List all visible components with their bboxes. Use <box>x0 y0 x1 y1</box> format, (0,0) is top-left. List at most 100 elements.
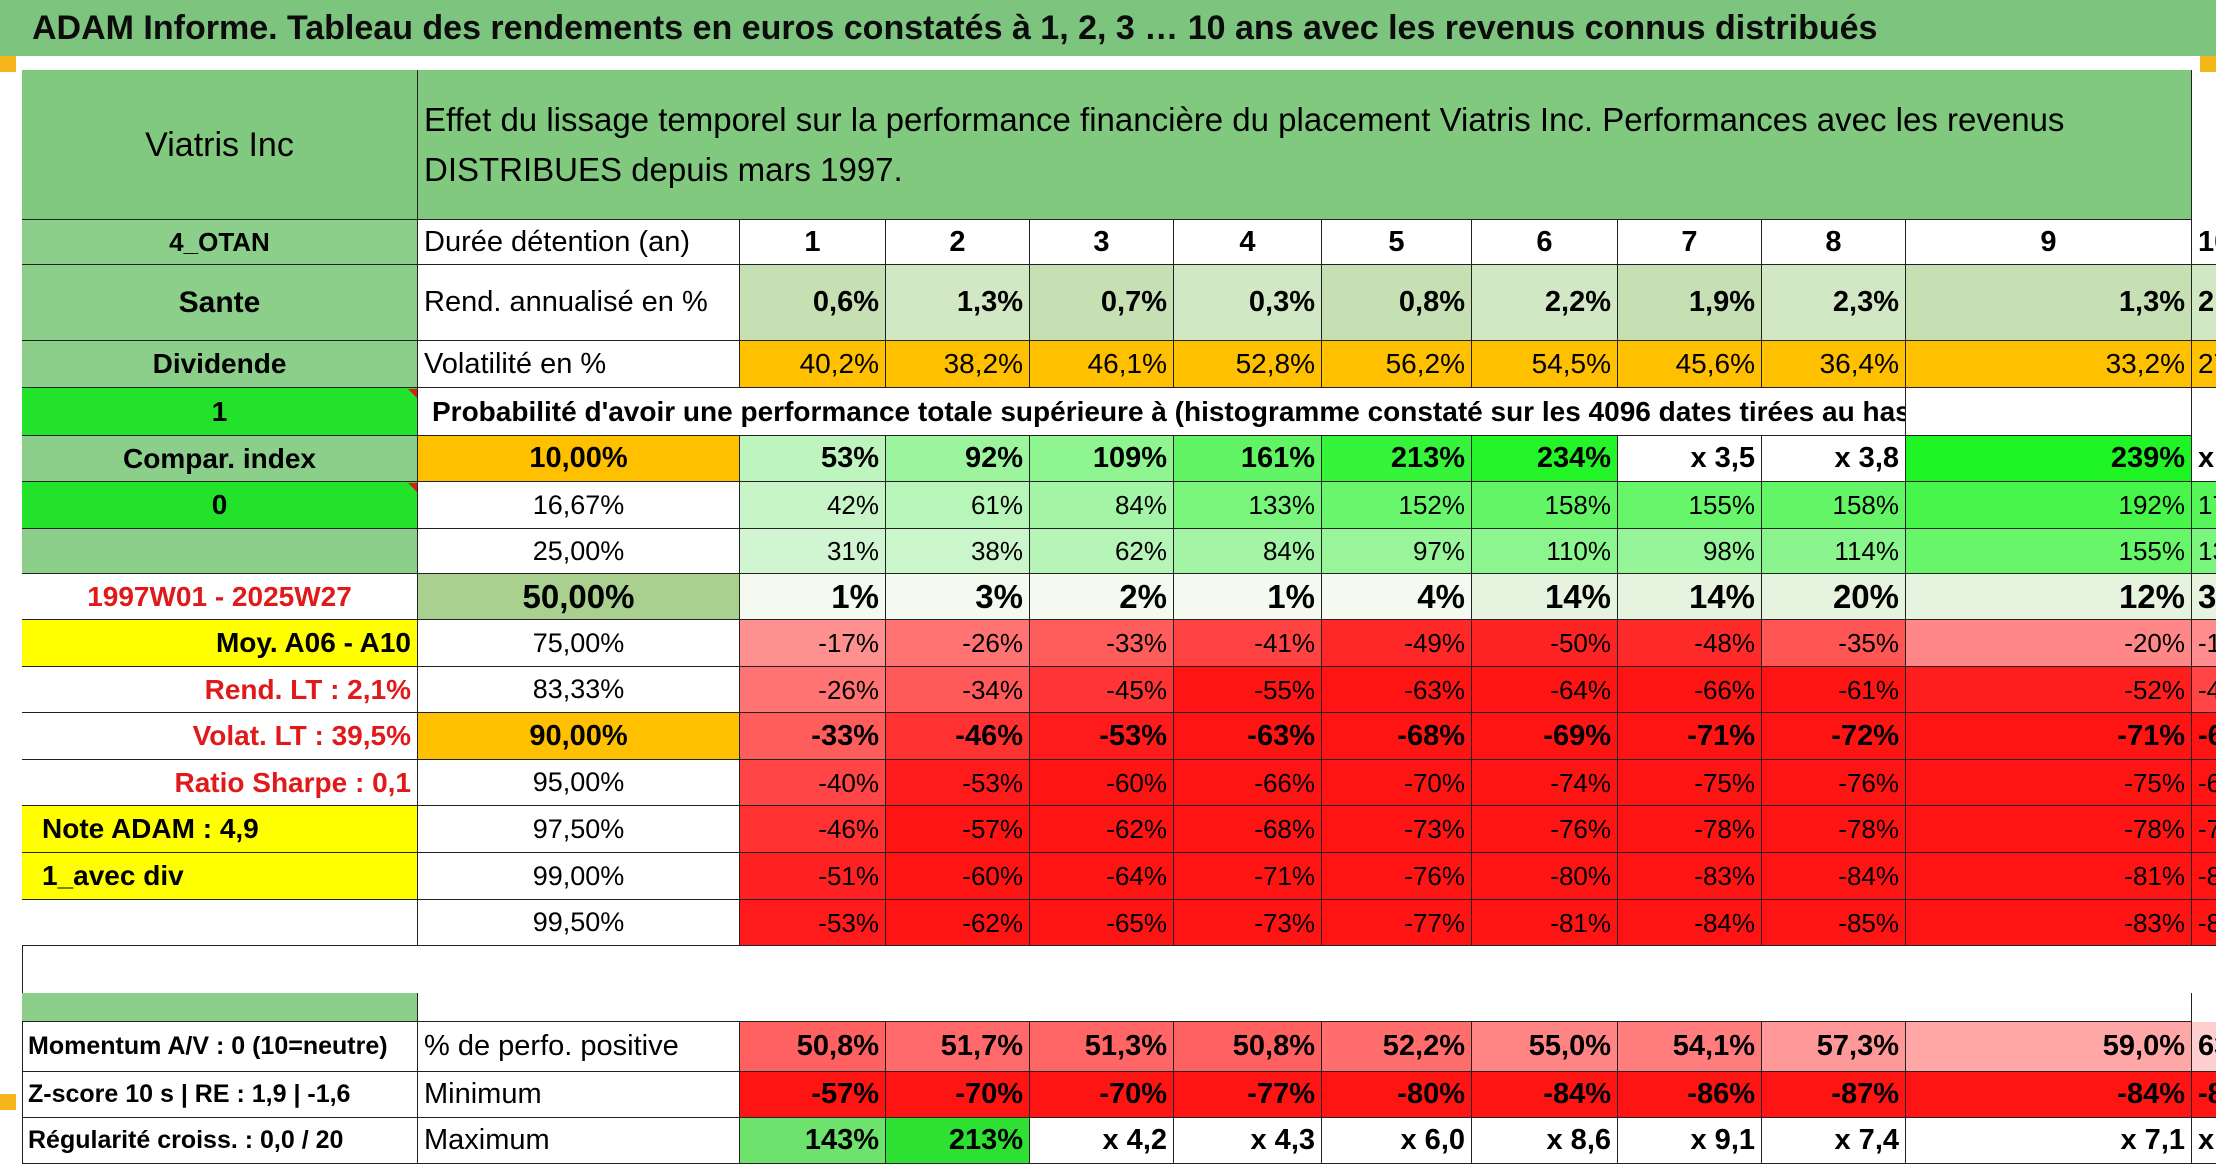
corner-marker-left <box>0 56 16 72</box>
max-value: x 4,3 <box>1174 1118 1322 1164</box>
percentile-value: -48% <box>1618 620 1762 667</box>
percentile-value: -70% <box>1322 760 1472 806</box>
percentile-value: -84% <box>1762 853 1906 900</box>
percentile-value: 14% <box>1472 574 1618 620</box>
min-value: -84% <box>1472 1072 1618 1118</box>
percentile-value: -46% <box>886 713 1030 760</box>
percentile-value: -34% <box>886 667 1030 713</box>
percentile-value: -71% <box>1618 713 1762 760</box>
percentile-value: 14% <box>1618 574 1762 620</box>
label-max: Maximum <box>418 1118 740 1164</box>
max-value: x 8,6 <box>1472 1118 1618 1164</box>
label-volatilite: Volatilité en % <box>418 341 740 388</box>
percentile-value: -26% <box>886 620 1030 667</box>
min-value: -57% <box>740 1072 886 1118</box>
label-min: Minimum <box>418 1072 740 1118</box>
percentile-value: 31% <box>740 529 886 574</box>
percentile-value: -18% <box>2192 620 2216 667</box>
max-value: x 6,0 <box>1322 1118 1472 1164</box>
percentile-value: -26% <box>740 667 886 713</box>
rend-value: 2,2% <box>1472 265 1618 341</box>
percentile-level: 83,33% <box>418 667 740 713</box>
percentile-value: 109% <box>1030 436 1174 482</box>
percentile-value: -63% <box>1322 667 1472 713</box>
percentile-value: -86% <box>2192 900 2216 946</box>
percentile-value: 38% <box>886 529 1030 574</box>
year-header: 3 <box>1030 220 1174 265</box>
min-value: -70% <box>886 1072 1030 1118</box>
percentile-value: -69% <box>2192 760 2216 806</box>
percentile-value: -45% <box>1030 667 1174 713</box>
rend-value: 1,3% <box>886 265 1030 341</box>
min-value: -87% <box>1762 1072 1906 1118</box>
percentile-value: -64% <box>1472 667 1618 713</box>
side-note-adam: Note ADAM : 4,9 <box>22 806 418 853</box>
side-regularite: Régularité croiss. : 0,0 / 20 <box>22 1118 418 1164</box>
corner-marker-right <box>2200 56 2216 72</box>
vol-value: 56,2% <box>1322 341 1472 388</box>
vol-value: 27,7% <box>2192 341 2216 388</box>
percentile-value: 158% <box>1472 482 1618 529</box>
percentile-value: 152% <box>1322 482 1472 529</box>
vol-value: 45,6% <box>1618 341 1762 388</box>
vol-value: 54,5% <box>1472 341 1618 388</box>
year-header: 1 <box>740 220 886 265</box>
side-blank <box>22 529 418 574</box>
percentile-value: -17% <box>740 620 886 667</box>
label-duree: Durée détention (an) <box>418 220 740 265</box>
percentile-value: 110% <box>1472 529 1618 574</box>
percentile-value: -68% <box>1174 806 1322 853</box>
percentile-level: 10,00% <box>418 436 740 482</box>
pos-value: 50,8% <box>1174 1022 1322 1072</box>
percentile-value: x 3,5 <box>2192 436 2216 482</box>
vol-value: 52,8% <box>1174 341 1322 388</box>
percentile-value: 234% <box>1472 436 1618 482</box>
percentile-value: -74% <box>2192 806 2216 853</box>
max-value: 213% <box>886 1118 1030 1164</box>
percentile-value: x 3,8 <box>1762 436 1906 482</box>
percentile-value: -46% <box>740 806 886 853</box>
gap-right <box>418 993 2192 1022</box>
vol-value: 38,2% <box>886 341 1030 388</box>
side-rend-lt: Rend. LT : 2,1% <box>22 667 418 713</box>
percentile-level: 16,67% <box>418 482 740 529</box>
proba-empty <box>1906 388 2192 436</box>
pos-value: 57,3% <box>1762 1022 1906 1072</box>
pos-value: 50,8% <box>740 1022 886 1072</box>
percentile-value: -62% <box>1030 806 1174 853</box>
year-header: 2 <box>886 220 1030 265</box>
side-flag-1: 1 <box>22 388 418 436</box>
percentile-value: 2% <box>1030 574 1174 620</box>
percentile-value: -73% <box>1322 806 1472 853</box>
percentile-value: -53% <box>886 760 1030 806</box>
percentile-value: -49% <box>1322 620 1472 667</box>
percentile-value: 239% <box>1906 436 2192 482</box>
side-sector: Sante <box>22 265 418 341</box>
percentile-value: -51% <box>740 853 886 900</box>
percentile-value: -60% <box>886 853 1030 900</box>
percentile-value: -75% <box>1906 760 2192 806</box>
rend-value: 0,6% <box>740 265 886 341</box>
header-description: Effet du lissage temporel sur la perform… <box>418 70 2192 220</box>
year-header: 5 <box>1322 220 1472 265</box>
percentile-value: 92% <box>886 436 1030 482</box>
pos-value: 54,1% <box>1618 1022 1762 1072</box>
percentile-value: -76% <box>1322 853 1472 900</box>
percentile-value: 1% <box>740 574 886 620</box>
side-moy: Moy. A06 - A10 <box>22 620 418 667</box>
max-value: x 7,1 <box>1906 1118 2192 1164</box>
year-header: 7 <box>1618 220 1762 265</box>
percentile-value: 161% <box>1174 436 1322 482</box>
percentile-value: -62% <box>2192 713 2216 760</box>
percentile-value: -65% <box>1030 900 1174 946</box>
percentile-value: -33% <box>740 713 886 760</box>
rend-value: 1,9% <box>1618 265 1762 341</box>
percentile-value: 98% <box>1618 529 1762 574</box>
side-group: 4_OTAN <box>22 220 418 265</box>
percentile-value: 132% <box>2192 529 2216 574</box>
rend-value: 2,8% <box>2192 265 2216 341</box>
percentile-value: -20% <box>1906 620 2192 667</box>
min-value: -88% <box>2192 1072 2216 1118</box>
side-period: 1997W01 - 2025W27 <box>22 574 418 620</box>
